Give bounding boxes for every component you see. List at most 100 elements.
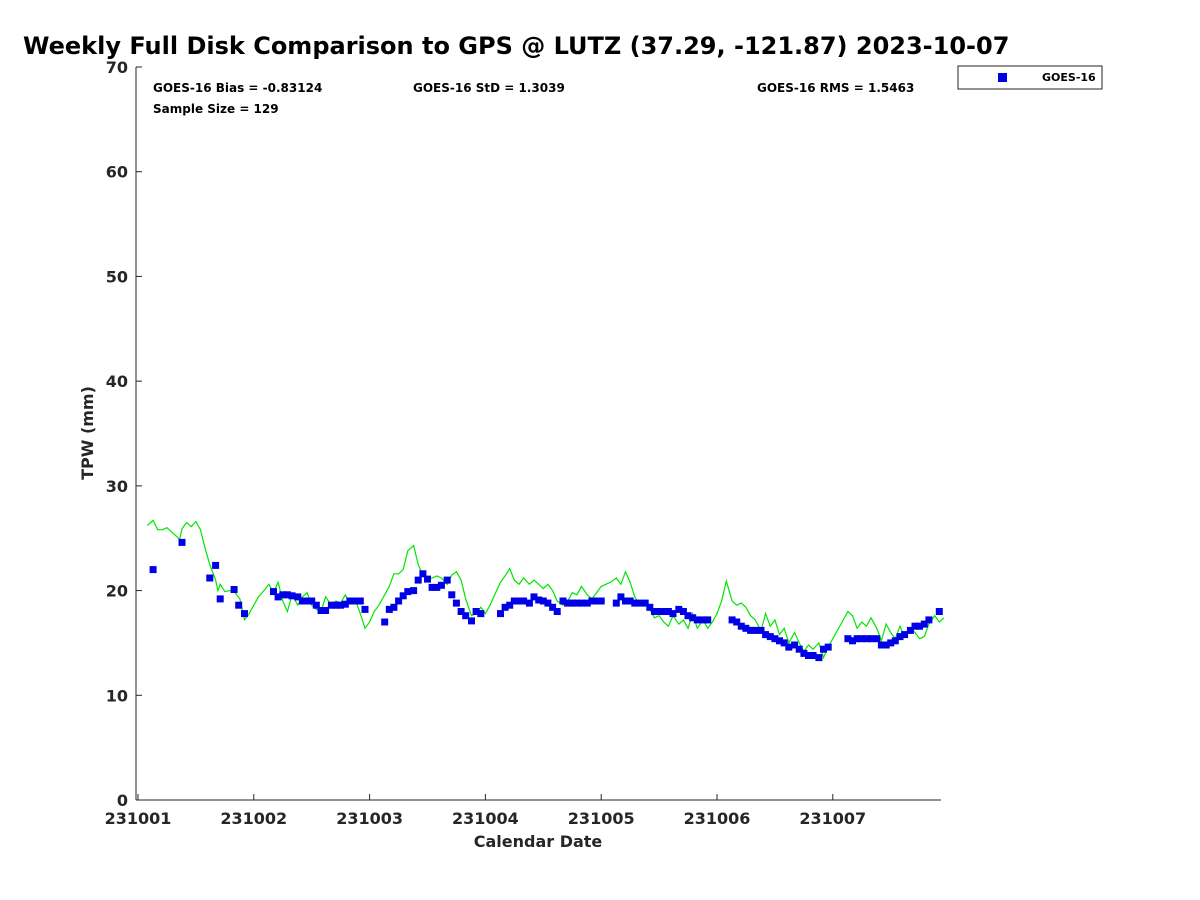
std-annotation: GOES-16 StD = 1.3039 [413, 81, 565, 95]
goes16-point [443, 576, 451, 584]
goes16-point [791, 641, 799, 649]
goes16-point [549, 603, 557, 611]
y-tick-label: 0 [117, 791, 128, 810]
goes16-point [274, 593, 282, 601]
goes16-point [414, 576, 422, 584]
goes16-point [762, 631, 770, 639]
goes16-point [294, 593, 302, 601]
goes16-point [497, 610, 504, 618]
goes16-point [785, 643, 793, 651]
goes16-point [515, 597, 523, 605]
goes16-point [862, 635, 870, 643]
goes16-point [891, 637, 899, 645]
goes16-point [664, 608, 672, 615]
goes16-point [506, 601, 514, 609]
goes16-point [395, 597, 403, 605]
y-ticks: 0 10 20 30 40 50 60 70 [106, 58, 142, 810]
goes16-point [612, 599, 620, 607]
goes16-point [283, 591, 291, 599]
goes16-point [520, 597, 528, 605]
goes16-point [684, 612, 692, 620]
goes16-point [361, 605, 369, 613]
legend-box [957, 65, 1103, 90]
goes16-point [452, 599, 460, 607]
goes16-point [622, 597, 629, 605]
goes16-point [178, 538, 186, 546]
goes16-point [206, 574, 214, 582]
x-tick-label: 231007 [799, 809, 866, 828]
goes16-point [882, 641, 890, 649]
goes16-point [356, 597, 364, 605]
x-tick-label: 231001 [105, 809, 172, 828]
goes16-point [689, 614, 697, 622]
goes16-point [906, 626, 914, 634]
goes16-point [901, 631, 909, 639]
bias-annotation: GOES-16 Bias = -0.83124 [153, 81, 322, 95]
y-tick-label: 20 [106, 582, 128, 601]
goes16-point [820, 645, 827, 653]
goes16-point [757, 626, 765, 634]
goes16-point [564, 599, 572, 607]
y-tick-label: 10 [106, 686, 128, 705]
goes16-point [858, 635, 866, 643]
goes16-point [597, 597, 605, 605]
goes16-point [410, 587, 418, 595]
goes16-point [337, 601, 345, 609]
goes16-point [270, 588, 277, 596]
goes16-point [669, 610, 677, 618]
goes16-point [887, 639, 895, 647]
goes16-point [873, 635, 881, 643]
goes16-point [457, 608, 465, 615]
goes16-point [699, 616, 707, 624]
goes16-point [920, 620, 928, 628]
goes16-point [568, 599, 576, 607]
goes16-point [235, 601, 243, 609]
goes16-point [675, 605, 683, 613]
goes16-point [617, 593, 625, 601]
goes16-point [771, 635, 779, 643]
x-tick-label: 231004 [452, 809, 519, 828]
goes16-point [308, 597, 316, 605]
goes16-point [530, 593, 538, 601]
goes16-point [462, 612, 470, 620]
goes16-point [815, 654, 823, 662]
goes16-point [704, 616, 712, 624]
axes [135, 67, 941, 801]
goes16-point [437, 581, 445, 589]
goes16-point [776, 637, 783, 645]
goes16-point [230, 586, 238, 593]
x-ticks: 231001 231002 231003 231004 231005 231006 2310… [105, 794, 866, 828]
goes16-point [733, 618, 741, 626]
gps-line-layer [146, 519, 945, 660]
goes16-point [241, 610, 248, 618]
goes16-point [212, 561, 220, 569]
goes16-point [399, 592, 407, 600]
y-tick-label: 70 [106, 58, 128, 77]
goes16-point [751, 626, 759, 634]
goes16-point [428, 583, 436, 591]
goes-marker-layer [149, 538, 943, 662]
goes16-point [279, 591, 287, 599]
goes16-point [805, 652, 812, 659]
goes16-point [853, 635, 861, 643]
goes16-point [679, 608, 687, 615]
x-tick-label: 231005 [568, 809, 635, 828]
goes16-point [588, 597, 596, 605]
goes16-point [655, 608, 663, 615]
goes16-point [646, 603, 654, 611]
goes16-point [385, 605, 393, 613]
goes16-point [472, 608, 480, 615]
y-tick-label: 50 [106, 267, 128, 286]
goes16-point [641, 599, 649, 607]
goes16-point [935, 608, 943, 615]
goes16-point [553, 608, 561, 615]
goes16-point [737, 622, 745, 630]
goes16-point [322, 607, 330, 614]
goes16-point [849, 637, 856, 645]
x-tick-label: 231006 [684, 809, 751, 828]
y-tick-label: 60 [106, 163, 128, 182]
goes16-point [742, 624, 750, 632]
sample-size-annotation: Sample Size = 129 [153, 102, 279, 116]
goes16-point [877, 641, 885, 649]
goes16-point [631, 599, 639, 607]
